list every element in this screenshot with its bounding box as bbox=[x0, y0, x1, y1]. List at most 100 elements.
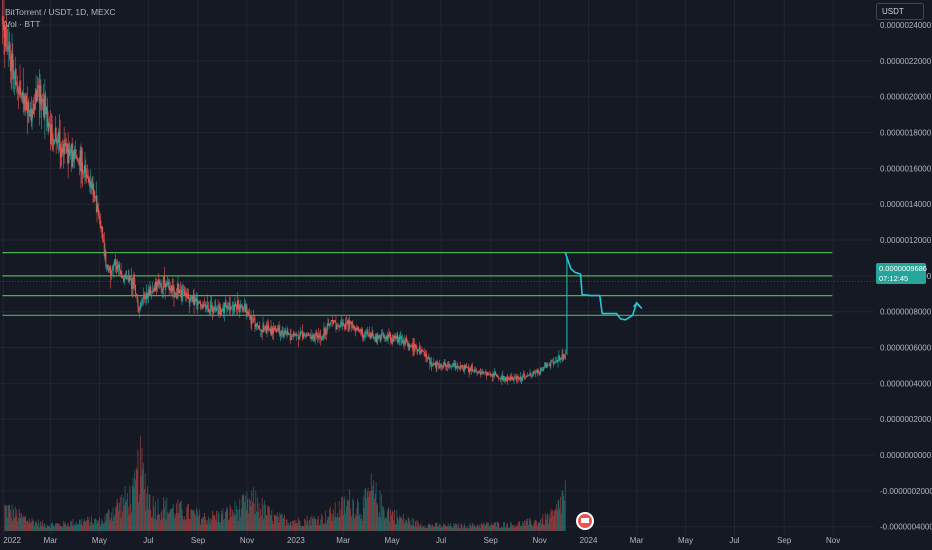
volume-bar bbox=[224, 518, 225, 531]
volume-bar bbox=[405, 521, 407, 531]
candle-body bbox=[478, 371, 480, 373]
volume-bar bbox=[357, 499, 359, 531]
volume-bar bbox=[539, 522, 541, 531]
volume-bar bbox=[203, 517, 205, 531]
volume-bar bbox=[164, 500, 166, 531]
candle-body bbox=[359, 329, 361, 332]
volume-bar bbox=[451, 526, 452, 531]
symbol-title[interactable]: BitTorrent / USDT, 1D, MEXC bbox=[5, 7, 116, 17]
time-axis[interactable]: 2022 Mar May Jul Sep Nov 2023 Mar May Jul Sep Nov 20… bbox=[3, 536, 840, 545]
candle-body bbox=[184, 293, 186, 296]
candle-body bbox=[280, 334, 282, 337]
candle-body bbox=[414, 345, 416, 348]
candle-body bbox=[25, 95, 27, 111]
volume-bar bbox=[402, 513, 404, 531]
price-tick-label: 0.0000024000 bbox=[880, 21, 932, 30]
price-tick-label: 0.0000018000 bbox=[880, 129, 932, 138]
candle-body bbox=[270, 328, 272, 335]
candle-body bbox=[292, 336, 294, 337]
candle-body bbox=[442, 367, 444, 369]
volume-bar bbox=[91, 516, 92, 531]
volume-bar bbox=[458, 523, 460, 531]
candle-body bbox=[345, 322, 347, 330]
volume-bar bbox=[547, 513, 549, 531]
candle-body bbox=[95, 195, 97, 198]
volume-bar bbox=[464, 525, 466, 531]
candle-body bbox=[4, 37, 6, 47]
candle-body bbox=[375, 336, 377, 343]
volume-bar bbox=[315, 518, 317, 531]
candle-body bbox=[276, 329, 278, 332]
candle-body bbox=[163, 276, 165, 290]
volume-bar bbox=[188, 503, 189, 531]
volume-bar bbox=[362, 520, 363, 531]
volume-bar bbox=[191, 509, 193, 531]
volume-bar bbox=[386, 517, 387, 531]
candle-body bbox=[231, 306, 233, 309]
volume-bar bbox=[160, 512, 162, 531]
tradingview-logo[interactable] bbox=[576, 512, 594, 530]
volume-bar bbox=[374, 498, 375, 531]
candle-body bbox=[338, 325, 340, 327]
volume-bar bbox=[309, 517, 311, 531]
candle-body bbox=[117, 268, 119, 270]
horizontal-lines[interactable] bbox=[0, 252, 874, 316]
candle-body bbox=[430, 362, 432, 364]
candle-body bbox=[434, 362, 436, 364]
candle-body bbox=[527, 375, 529, 377]
volume-bar bbox=[426, 527, 427, 531]
volume-bar bbox=[527, 518, 529, 531]
volume-bar bbox=[505, 527, 507, 531]
volume-bar bbox=[394, 523, 396, 531]
candle-body bbox=[458, 366, 460, 368]
volume-bar bbox=[358, 515, 360, 531]
candle-body bbox=[349, 321, 351, 329]
volume-bar bbox=[115, 508, 116, 531]
volume-bar bbox=[143, 488, 145, 531]
volume-bar bbox=[70, 521, 72, 531]
candle-body bbox=[324, 327, 326, 335]
candle-body bbox=[400, 336, 402, 338]
volume-bar bbox=[466, 528, 468, 531]
candle-body bbox=[34, 102, 36, 110]
price-axis[interactable]: 0.0000024000 0.0000022000 0.0000020000 0.00… bbox=[880, 21, 932, 532]
volume-label[interactable]: Vol · BTT bbox=[5, 19, 41, 29]
volume-bar bbox=[412, 525, 414, 531]
volume-bar bbox=[325, 523, 327, 531]
volume-bar bbox=[56, 523, 58, 531]
volume-bar bbox=[475, 526, 476, 531]
volume-bar bbox=[123, 497, 124, 531]
candle-body bbox=[369, 333, 371, 339]
volume-bar bbox=[370, 473, 372, 531]
candle-body bbox=[553, 362, 555, 364]
candle-body bbox=[241, 305, 243, 310]
volume-bar bbox=[136, 469, 138, 531]
volume-bar bbox=[130, 504, 132, 531]
candle-body bbox=[26, 110, 28, 113]
volume-bar bbox=[6, 505, 7, 531]
candle-body bbox=[498, 377, 500, 379]
volume-bar bbox=[456, 524, 458, 531]
volume-bar bbox=[343, 498, 345, 531]
time-tick-label: Jul bbox=[729, 536, 739, 545]
projection-path[interactable] bbox=[564, 251, 643, 321]
candle-body bbox=[401, 336, 403, 343]
volume-bar bbox=[70, 520, 71, 531]
candle-body bbox=[562, 354, 564, 360]
candle-body bbox=[287, 330, 289, 335]
volume-bar bbox=[97, 520, 99, 531]
candle-body bbox=[74, 149, 76, 160]
candle-body bbox=[23, 96, 25, 104]
volume-bar bbox=[261, 497, 263, 531]
candle-body bbox=[285, 332, 287, 334]
currency-button[interactable]: USDT bbox=[876, 3, 924, 20]
volume-bar bbox=[462, 528, 464, 531]
candle-body bbox=[298, 336, 300, 339]
candle-body bbox=[261, 330, 263, 333]
volume-bar bbox=[152, 495, 154, 531]
volume-bar bbox=[50, 523, 52, 531]
candle-body bbox=[136, 294, 138, 300]
volume-bar bbox=[127, 507, 129, 531]
candle-body bbox=[159, 283, 161, 285]
